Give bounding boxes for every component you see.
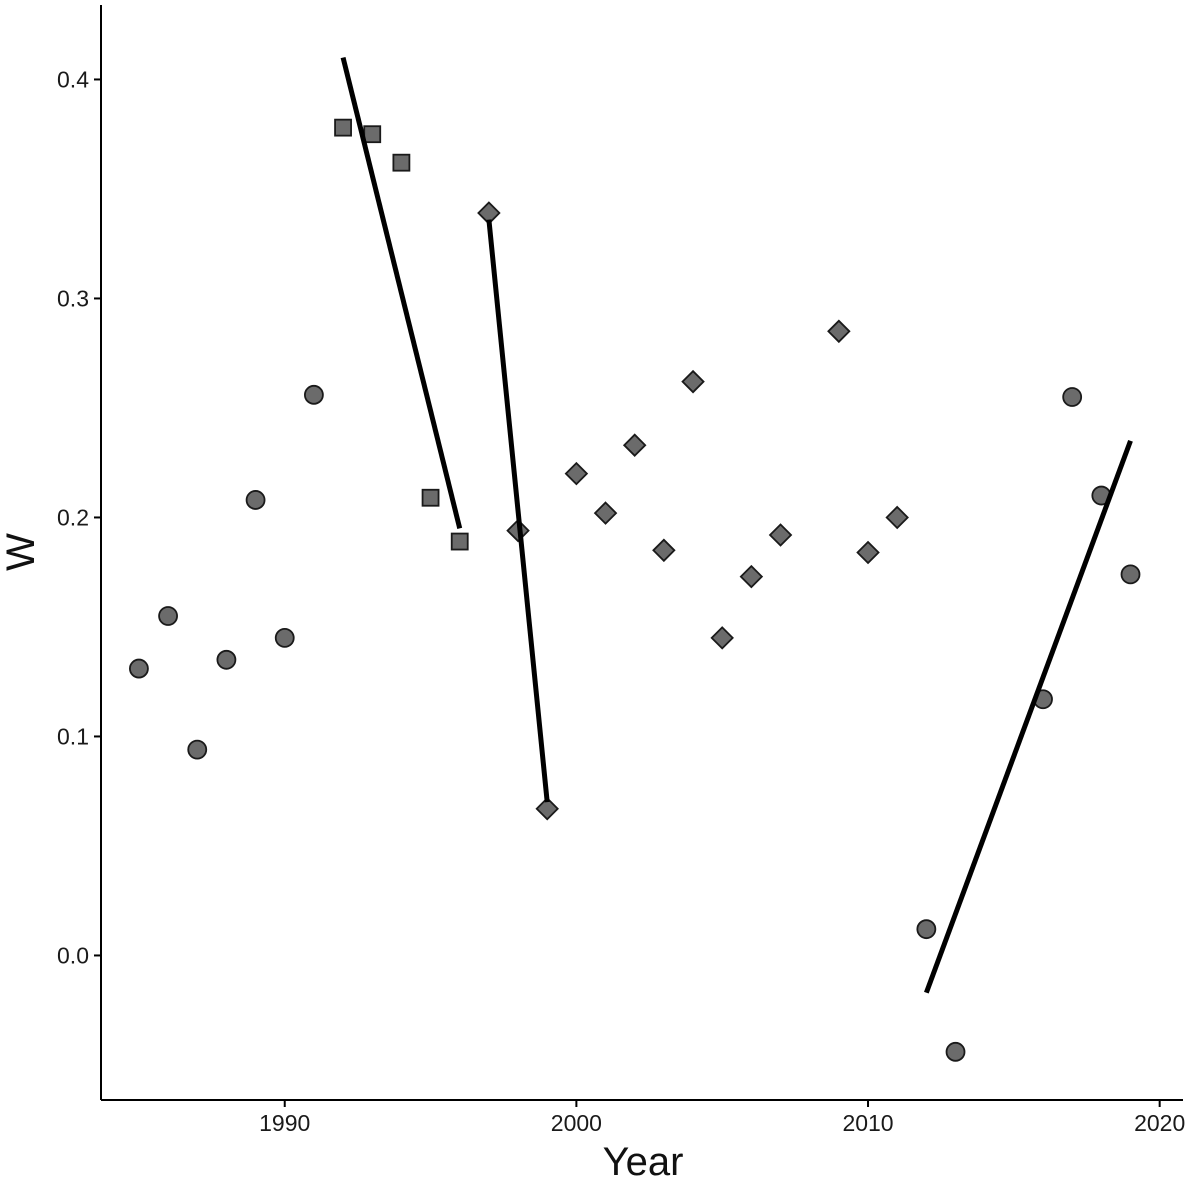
data-point-circle [245,490,266,510]
y-tick-label: 0.4 [57,66,89,92]
data-point-circle [187,739,208,760]
x-tick-label: 2000 [551,1110,602,1136]
data-point-circle [216,649,237,670]
trend-line [340,56,463,530]
data-point-circle [916,919,937,940]
data-point-diamond [535,796,559,821]
data-point-circle [945,1041,966,1062]
data-point-diamond [827,319,851,344]
data-point-diamond [564,461,589,486]
data-point-diamond [593,501,618,525]
x-axis-title: Year [603,1140,684,1180]
data-point-diamond [739,564,764,589]
data-point-square [450,532,469,551]
data-point-diamond [681,369,705,394]
x-tick-label: 2020 [1134,1110,1185,1136]
data-point-square [392,153,411,172]
plot-marks [129,56,1141,1062]
data-point-circle [304,384,324,405]
data-point-circle [158,606,178,626]
y-tick-label: 0.1 [57,723,89,749]
x-tick-label: 2010 [842,1110,893,1136]
data-point-diamond [652,538,676,563]
data-point-circle [274,628,295,648]
data-point-square [363,125,382,144]
data-point-square [421,488,440,507]
data-point-diamond [856,540,880,565]
y-tick-label: 0.0 [57,942,89,968]
data-point-circle [1062,387,1083,407]
trend-line [486,219,550,803]
data-point-circle [129,658,149,679]
y-tick-label: 0.3 [57,285,89,311]
y-tick-label: 0.2 [57,504,89,530]
data-point-diamond [710,626,734,650]
data-point-square [334,118,352,137]
trend-line [924,439,1133,994]
y-axis-title: W [0,533,43,571]
x-tick-label: 1990 [259,1110,310,1136]
data-point-diamond [622,433,647,457]
data-point-diamond [768,523,793,547]
axes: 1990 2000 2010 2020 0.0 0.1 0.2 0.3 0.4 [57,5,1185,1136]
data-point-circle [1120,564,1141,585]
data-point-diamond [885,505,909,530]
